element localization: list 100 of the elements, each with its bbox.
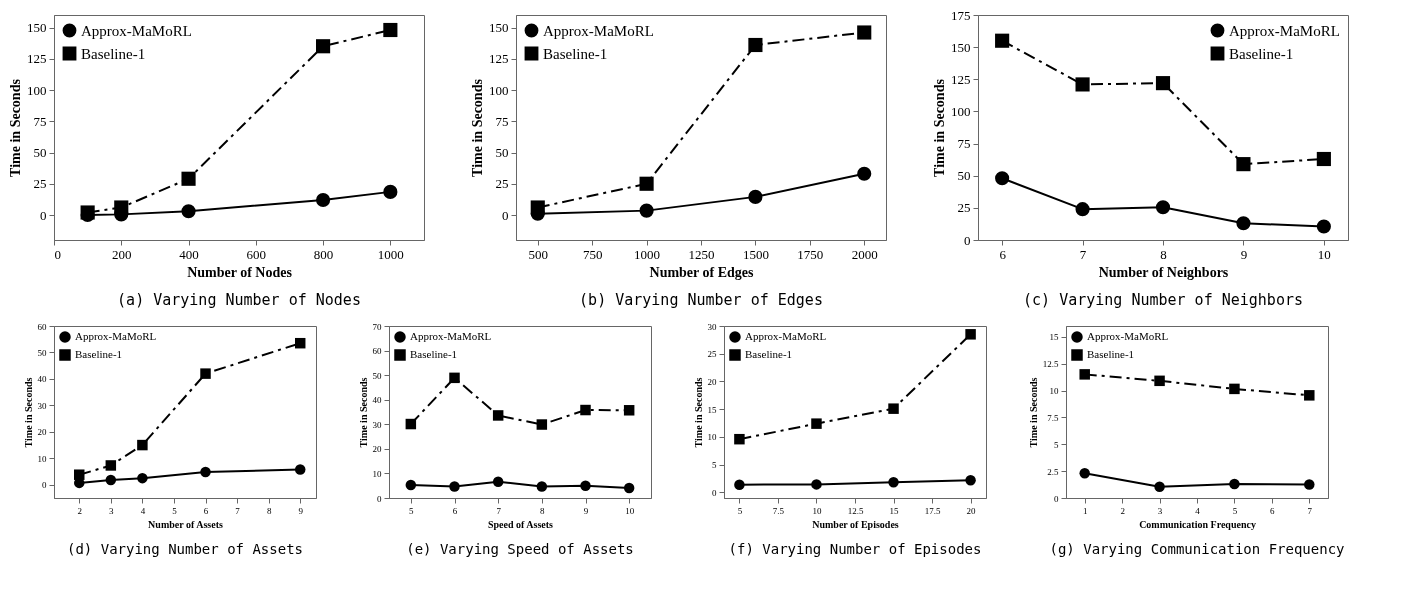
y-tick-label: 50 — [37, 347, 47, 358]
x-tick-label: 4 — [1195, 505, 1201, 516]
x-tick-label: 400 — [179, 246, 199, 262]
point — [639, 176, 654, 191]
point — [1079, 468, 1090, 479]
text: (d) Varying Number of Assets — [66, 541, 304, 557]
point — [1075, 77, 1090, 92]
point — [181, 171, 196, 186]
legend-label: Baseline-1 — [410, 348, 458, 360]
point — [536, 419, 548, 430]
point — [1304, 390, 1315, 401]
x-tick-label: 3 — [1157, 505, 1163, 516]
point — [405, 479, 417, 491]
y-tick-label: 30 — [707, 321, 717, 332]
y-tick-label: 30 — [372, 419, 382, 430]
x-tick-label: 3 — [109, 505, 115, 516]
y-tick-label: 0 — [1054, 493, 1059, 504]
point — [857, 166, 872, 181]
x-tick-label: 9 — [298, 505, 304, 516]
point — [623, 482, 635, 494]
point — [137, 439, 148, 451]
legend-label: Baseline-1 — [1229, 45, 1294, 62]
y-tick-label: 50 — [33, 145, 47, 160]
point — [114, 200, 129, 215]
y-tick-label: 30 — [37, 400, 47, 411]
point — [492, 410, 504, 421]
point — [181, 204, 196, 219]
x-tick-label: 6 — [203, 505, 209, 516]
point — [449, 481, 460, 492]
x-tick-label: 8 — [540, 505, 546, 516]
y-tick-label: 75 — [33, 113, 47, 129]
point — [1079, 369, 1090, 380]
y-tick-label: 5 — [712, 460, 717, 471]
point — [580, 480, 591, 491]
y-tick-label: 12.5 — [1042, 359, 1059, 370]
point — [734, 433, 745, 445]
x-axis-title: Number of Edges — [649, 264, 755, 280]
y-tick-label: 60 — [372, 346, 382, 357]
y-tick-label: 20 — [372, 444, 382, 455]
y-tick-label: 25 — [495, 176, 509, 192]
point — [965, 475, 976, 486]
x-tick-label: 15 — [889, 505, 900, 516]
x-tick-label: 800 — [313, 246, 334, 262]
point — [811, 479, 822, 490]
point — [137, 472, 148, 484]
y-tick-label: 150 — [951, 39, 971, 55]
point — [748, 189, 763, 204]
y-tick-label: 10 — [707, 432, 717, 443]
legend-label: Baseline-1 — [745, 348, 793, 360]
x-tick-label: 5 — [172, 505, 178, 516]
point — [734, 479, 745, 490]
point — [995, 171, 1010, 186]
x-tick-label: 9 — [583, 505, 589, 516]
x-tick-label: 8 — [266, 505, 272, 516]
y-tick-label: 10 — [1049, 386, 1059, 396]
y-tick-label: 2.5 — [1047, 466, 1059, 477]
point — [200, 368, 211, 379]
y-tick-label: 0 — [42, 480, 47, 491]
point — [294, 464, 306, 475]
point — [1229, 478, 1240, 490]
x-tick-label: 5 — [737, 505, 743, 516]
point — [316, 192, 331, 208]
legend-label: Approx-MaMoRL — [543, 22, 654, 39]
point — [888, 403, 899, 414]
text: (f) Varying Number of Episodes — [728, 541, 982, 557]
point — [1316, 219, 1331, 234]
y-tick-label: 25 — [33, 176, 47, 192]
point — [1316, 151, 1331, 167]
y-tick-label: 25 — [957, 200, 971, 216]
legend-label: Approx-MaMoRL — [1229, 22, 1340, 39]
x-tick-label: 0 — [54, 246, 61, 262]
x-tick-label: 7.5 — [772, 505, 785, 516]
y-tick-label: 20 — [707, 376, 717, 387]
point — [492, 476, 504, 488]
x-tick-label: 10 — [625, 505, 635, 516]
x-axis-title: Number of Episodes — [812, 518, 899, 530]
x-axis-title: Number of Neighbors — [1098, 264, 1229, 280]
text: (c) Varying Number of Neighbors — [1023, 291, 1303, 309]
x-tick-label: 6 — [452, 505, 458, 516]
y-tick-label: 60 — [37, 321, 47, 332]
point — [1075, 202, 1090, 217]
x-axis-title: Number of Assets — [148, 518, 224, 530]
point — [383, 184, 398, 199]
y-tick-label: 125 — [27, 51, 47, 67]
y-tick-label: 40 — [37, 374, 47, 385]
x-tick-label: 6 — [999, 246, 1007, 262]
y-axis-title: Time in Seconds — [932, 78, 947, 177]
x-tick-label: 7 — [1307, 505, 1313, 516]
x-tick-label: 1 — [1082, 505, 1088, 516]
point — [1229, 383, 1240, 395]
x-tick-label: 2 — [1120, 505, 1125, 516]
legend-label: Approx-MaMoRL — [410, 330, 492, 342]
y-tick-label: 125 — [489, 51, 509, 67]
x-tick-label: 4 — [140, 505, 146, 516]
point — [536, 481, 548, 492]
y-tick-label: 20 — [37, 427, 47, 438]
x-tick-label: 1000 — [634, 246, 661, 262]
point — [623, 405, 635, 416]
y-tick-label: 40 — [372, 395, 382, 406]
x-tick-label: 7 — [1079, 246, 1087, 262]
